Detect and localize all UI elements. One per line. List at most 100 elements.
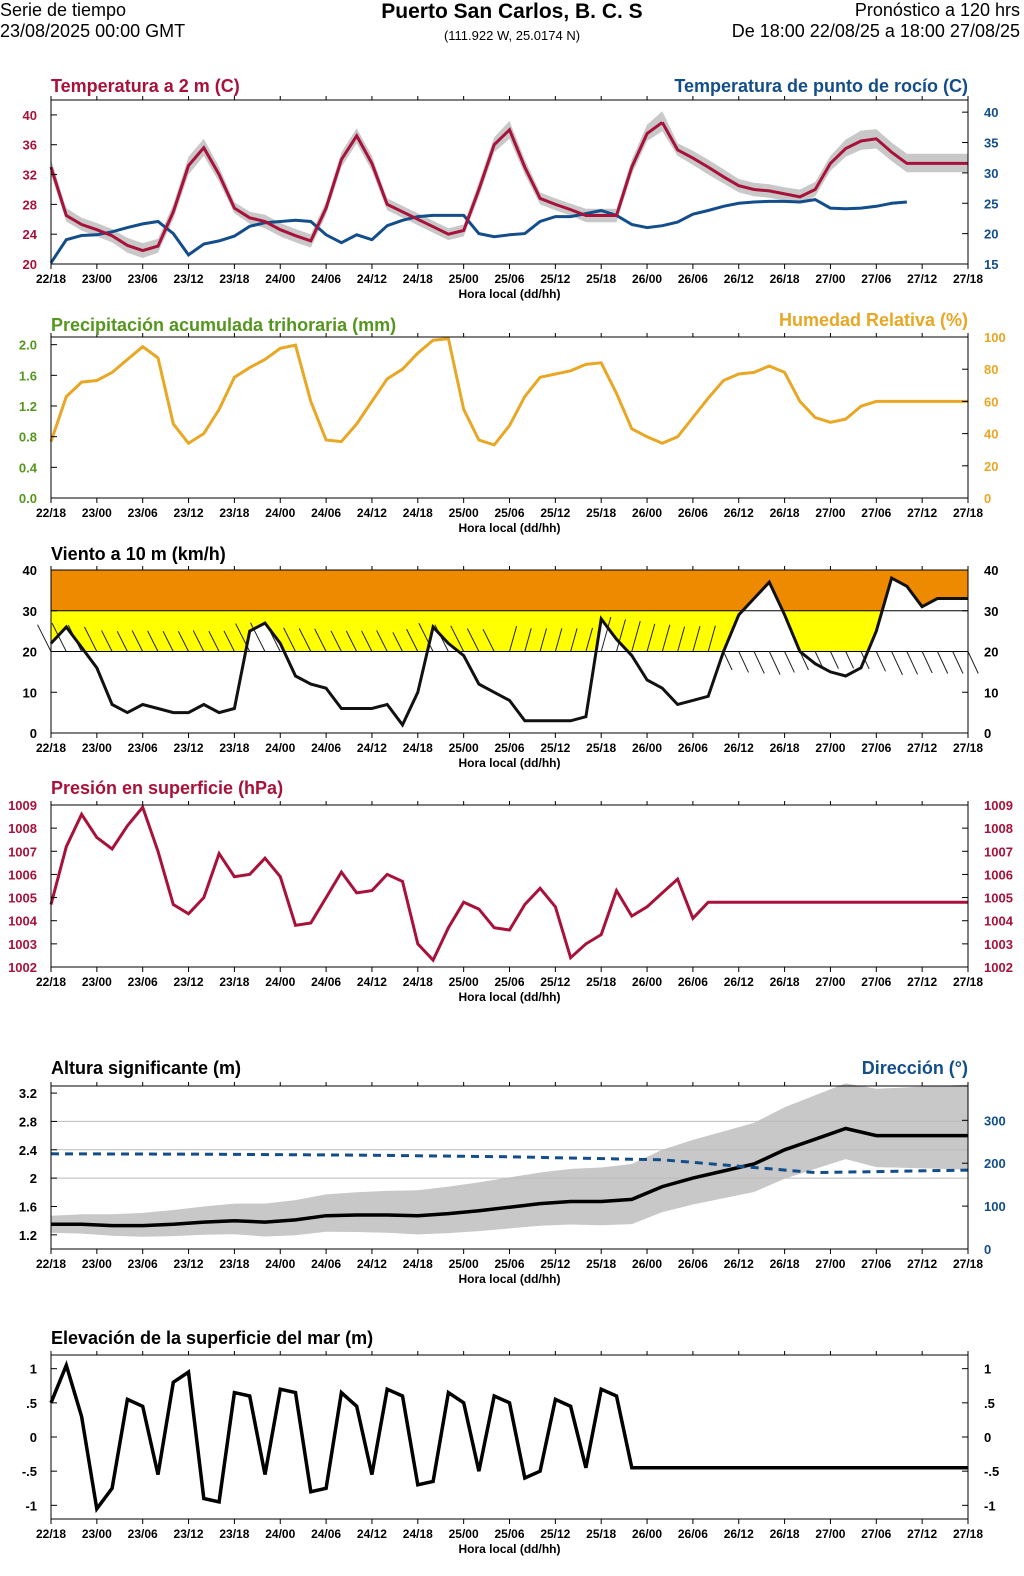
press-y-label: 1008 [8, 821, 37, 836]
wave-x-label: 25/12 [540, 1257, 570, 1271]
wave-y2-label: 200 [984, 1156, 1006, 1171]
wave-y-label: 1.2 [19, 1228, 37, 1243]
wind-barb [707, 625, 716, 652]
wind-x-label: 26/06 [678, 741, 708, 755]
wind-barb [585, 627, 593, 652]
press-frame [50, 804, 969, 968]
wind-y-label: 10 [23, 685, 37, 700]
wave-y2-label: 0 [984, 1242, 991, 1257]
wind-y-label: 20 [23, 645, 37, 660]
precip-x-label: 24/06 [311, 506, 341, 520]
wind-barb [936, 651, 949, 674]
dewpoint-line [49, 198, 908, 264]
wind-barb [768, 651, 781, 675]
wind-panel: 22/18 23/00 23/06 23/12 23/18 24/00 24/06 24/12… [23, 544, 999, 770]
wave-x-label: 27/12 [907, 1257, 937, 1271]
wind-barb [250, 622, 266, 652]
precip-x-label: 27/12 [907, 506, 937, 520]
sea-level-panel: 22/18 23/00 23/06 23/12 23/18 24/00 24/06 24/12… [22, 1328, 999, 1556]
precip-x-label: 24/12 [357, 506, 387, 520]
wind-barb [466, 628, 480, 652]
sea-x-label: 25/00 [449, 1527, 479, 1541]
precip-x-label: 23/18 [219, 506, 249, 520]
sea-x-label: 24/06 [311, 1527, 341, 1541]
forecast-range: De 18:00 22/08/25 a 18:00 27/08/25 [731, 21, 1020, 41]
precip-x-label: 26/00 [632, 506, 662, 520]
wind-x-label: 22/18 [36, 741, 66, 755]
sea-x-label: 25/06 [494, 1527, 524, 1541]
wave-title: Altura significante (m) [51, 1058, 241, 1078]
wind-y-label: 30 [23, 604, 37, 619]
wind-x-label: 25/00 [449, 741, 479, 755]
press-y-label: 1004 [8, 914, 38, 929]
wind-barb [723, 651, 733, 671]
header-right: Pronóstico a 120 hrs De 18:00 22/08/25 a… [732, 0, 1020, 42]
wind-barb [661, 624, 671, 652]
precip-x-label: 26/12 [724, 506, 754, 520]
wind-speed-line [49, 575, 968, 728]
sea-y2-label: 0 [984, 1430, 991, 1445]
wind-barb [570, 628, 578, 652]
wind-x-label: 26/18 [770, 741, 800, 755]
press-x-label: 27/06 [861, 975, 891, 989]
forecast-length: Pronóstico a 120 hrs [854, 0, 1020, 20]
wave-x-label: 25/18 [586, 1257, 616, 1271]
press-y-label: 1002 [8, 960, 37, 975]
wind-barb [116, 630, 128, 652]
press-y2-label: 1006 [984, 867, 1013, 882]
wind-y-label: 40 [23, 563, 37, 578]
wind-barb [345, 630, 358, 652]
temperature-line-2 [660, 121, 968, 199]
wave-height-line [51, 1126, 968, 1228]
wave-x-label: 24/12 [357, 1257, 387, 1271]
press-y-label: 1003 [8, 937, 37, 952]
temp-y-label: 36 [23, 138, 37, 153]
temp-y-label: 28 [23, 197, 37, 212]
sea-y2-label: .5 [984, 1396, 995, 1411]
header-left: Serie de tiempo 23/08/2025 00:00 GMT [0, 0, 185, 42]
wave-x-title: Hora local (dd/hh) [459, 1272, 561, 1286]
press-x-label: 24/06 [311, 975, 341, 989]
temp-x-label: 26/18 [770, 272, 800, 286]
precip-y2-label: 0 [984, 491, 991, 506]
press-y2-label: 1004 [984, 914, 1014, 929]
wave-y2-label: 100 [984, 1199, 1006, 1214]
init-time: 23/08/2025 00:00 GMT [0, 21, 186, 41]
precipitation-title: Precipitación acumulada trihoraria (mm) [51, 315, 396, 335]
wave-x-label: 25/00 [449, 1257, 479, 1271]
wave-x-label: 26/00 [632, 1257, 662, 1271]
temp-x-label: 24/12 [357, 272, 387, 286]
wind-barb [330, 630, 342, 652]
wave-panel: 22/18 23/00 23/06 23/12 23/18 24/00 24/06 24/12… [19, 1058, 1006, 1286]
wind-x-label: 27/12 [907, 741, 937, 755]
sea-x-label: 23/00 [82, 1527, 112, 1541]
wind-barb [616, 619, 626, 652]
wind-barb [283, 627, 296, 652]
temp-y2-label: 35 [984, 136, 998, 151]
press-x-label: 23/18 [219, 975, 249, 989]
wind-title: Viento a 10 m (km/h) [51, 544, 226, 564]
temp-y2-label: 15 [984, 257, 998, 272]
press-x-label: 24/12 [357, 975, 387, 989]
press-y-label: 1005 [8, 891, 37, 906]
wind-barb [406, 629, 419, 652]
sea-y-label: .5 [26, 1396, 37, 1411]
press-x-label: 25/12 [540, 975, 570, 989]
wave-y-label: 1.6 [19, 1199, 37, 1214]
temp-y2-label: 25 [984, 196, 998, 211]
wave-direction-title: Dirección (°) [862, 1058, 968, 1078]
temp-x-label: 24/06 [311, 272, 341, 286]
humidity-line [49, 336, 968, 447]
sea-x-title: Hora local (dd/hh) [459, 1542, 561, 1556]
temp-x-label: 25/12 [540, 272, 570, 286]
precip-y-label: 1.6 [19, 368, 37, 383]
precip-y-label: 0.0 [19, 491, 37, 506]
sea-x-label: 24/12 [357, 1527, 387, 1541]
wind-x-label: 24/18 [403, 741, 433, 755]
wave-x-label: 24/00 [265, 1257, 295, 1271]
precip-y2-label: 20 [984, 459, 998, 474]
precip-x-label: 24/18 [403, 506, 433, 520]
precip-x-label: 27/06 [861, 506, 891, 520]
wind-x-label: 24/00 [265, 741, 295, 755]
precip-x-label: 25/00 [449, 506, 479, 520]
